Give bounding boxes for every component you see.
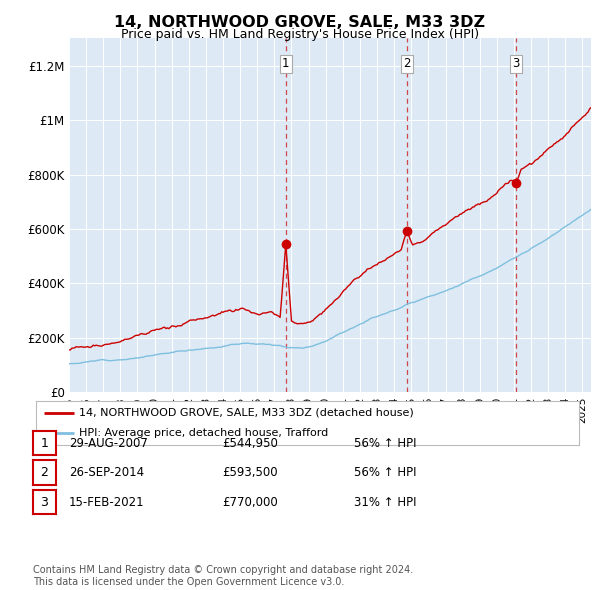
Text: 2: 2: [403, 57, 411, 70]
Text: 14, NORTHWOOD GROVE, SALE, M33 3DZ (detached house): 14, NORTHWOOD GROVE, SALE, M33 3DZ (deta…: [79, 408, 414, 418]
Text: 56% ↑ HPI: 56% ↑ HPI: [354, 466, 416, 479]
Text: £544,950: £544,950: [222, 437, 278, 450]
Text: 31% ↑ HPI: 31% ↑ HPI: [354, 496, 416, 509]
Text: 1: 1: [282, 57, 290, 70]
Text: Price paid vs. HM Land Registry's House Price Index (HPI): Price paid vs. HM Land Registry's House …: [121, 28, 479, 41]
Text: 56% ↑ HPI: 56% ↑ HPI: [354, 437, 416, 450]
Text: HPI: Average price, detached house, Trafford: HPI: Average price, detached house, Traf…: [79, 428, 329, 438]
Text: 3: 3: [40, 496, 49, 509]
Text: 15-FEB-2021: 15-FEB-2021: [69, 496, 145, 509]
Text: Contains HM Land Registry data © Crown copyright and database right 2024.
This d: Contains HM Land Registry data © Crown c…: [33, 565, 413, 587]
Text: 3: 3: [512, 57, 520, 70]
Text: £770,000: £770,000: [222, 496, 278, 509]
Text: 1: 1: [40, 437, 49, 450]
Text: 26-SEP-2014: 26-SEP-2014: [69, 466, 144, 479]
Text: 2: 2: [40, 466, 49, 479]
Text: £593,500: £593,500: [222, 466, 278, 479]
Text: 14, NORTHWOOD GROVE, SALE, M33 3DZ: 14, NORTHWOOD GROVE, SALE, M33 3DZ: [115, 15, 485, 30]
Text: 29-AUG-2007: 29-AUG-2007: [69, 437, 148, 450]
